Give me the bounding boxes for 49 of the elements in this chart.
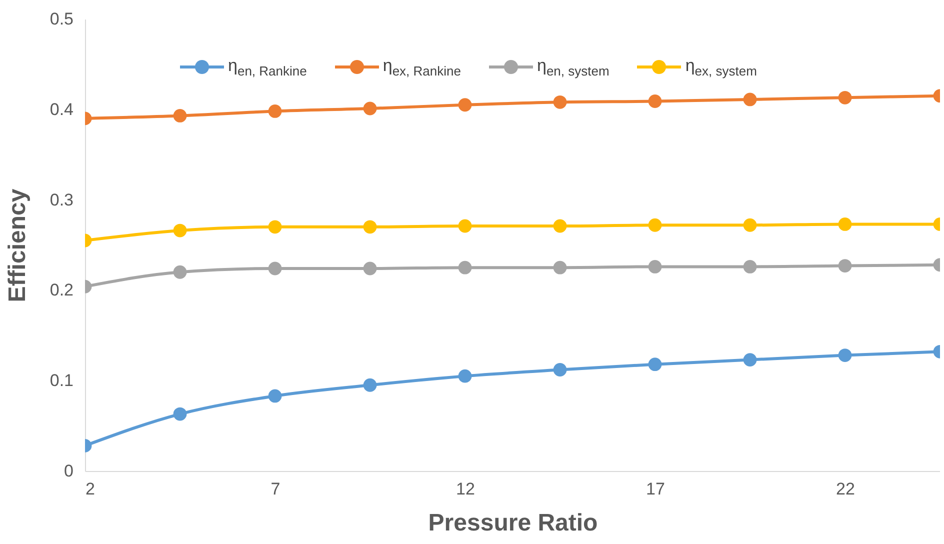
point [458,98,472,112]
x-tick-label: 17 [646,480,665,498]
y-tick-label: 0.2 [50,280,74,300]
point [363,262,377,276]
point [458,369,472,383]
point [268,104,282,118]
point [838,348,852,362]
y-tick-label: 0.5 [50,10,74,28]
x-axis-title: Pressure Ratio [428,510,598,536]
y-tick-label: 0.1 [50,371,74,390]
point [648,218,662,232]
point [173,265,187,279]
point [838,218,852,231]
point [173,407,187,421]
legend-label: η$_{ex, system}$ [685,56,757,78]
point [838,259,852,272]
x-tick-label: 7 [270,480,280,498]
point [743,260,757,274]
x-tick-label: 12 [456,480,475,498]
point [268,389,282,403]
point [648,358,662,372]
y-tick-label: 0.3 [50,190,74,210]
point [268,262,282,276]
point [648,260,662,274]
point [458,260,472,274]
point [268,220,282,234]
point [838,90,852,104]
point [553,363,567,376]
point [553,219,567,233]
point [363,220,377,234]
y-tick-label: 0 [64,462,74,480]
y-axis-title: Efficiency [4,188,31,302]
point [743,353,757,367]
legend-label: η$_{en, Rankine}$ [228,56,307,78]
point [553,260,567,274]
point [173,224,187,238]
point [743,218,757,232]
x-tick-label: 2 [86,480,95,498]
point [458,219,472,233]
point [173,109,187,122]
point [743,92,757,106]
point [363,102,377,116]
y-tick-label: 0.4 [50,100,74,119]
point [363,378,377,392]
legend-label: η$_{ex, Rankine}$ [382,56,461,78]
legend-label: η$_{en, system}$ [536,56,610,78]
point [648,94,662,108]
point [553,95,567,109]
x-tick-label: 22 [836,480,855,498]
